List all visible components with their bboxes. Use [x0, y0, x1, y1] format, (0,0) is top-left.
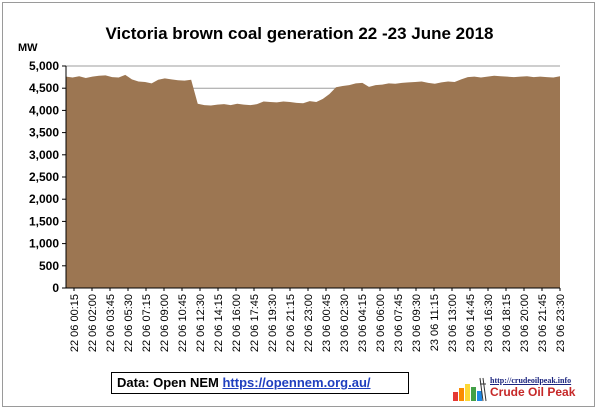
x-tick-label: 22 06 09:00: [159, 294, 171, 352]
y-tick-label: 1,000: [29, 237, 59, 251]
y-axis-unit-label: MW: [18, 42, 38, 54]
x-tick-label: 22 06 10:45: [177, 294, 189, 352]
x-tick-label: 22 06 05:30: [123, 294, 135, 352]
y-tick-label: 2,500: [29, 170, 59, 184]
x-tick-label: 22 06 03:45: [105, 294, 117, 352]
x-tick-label: 23 06 04:15: [357, 294, 369, 352]
x-tick-label: 23 06 07:45: [393, 294, 405, 352]
x-tick-label: 23 06 02:30: [339, 294, 351, 352]
chart-title: Victoria brown coal generation 22 -23 Ju…: [105, 24, 494, 43]
y-tick-label: 5,000: [29, 59, 59, 73]
y-tick-label: 2,000: [29, 192, 59, 206]
y-tick-label: 1,500: [29, 214, 59, 228]
x-tick-label: 22 06 23:00: [303, 294, 315, 352]
y-tick-label: 500: [39, 259, 59, 273]
data-source-note: Data: Open NEM https://opennem.org.au/: [111, 372, 409, 394]
x-tick-label: 23 06 21:45: [537, 294, 549, 352]
logo-url[interactable]: http://crudeoilpeak.info: [490, 376, 572, 385]
x-tick-label: 22 06 12:30: [195, 294, 207, 352]
x-tick-label: 23 06 23:30: [555, 294, 567, 352]
y-tick-label: 4,500: [29, 81, 59, 95]
x-tick-label: 23 06 11:15: [429, 294, 441, 351]
x-tick-label: 22 06 19:30: [267, 294, 279, 352]
crude-oil-peak-logo: http://crudeoilpeak.info Crude Oil Peak: [452, 376, 580, 402]
x-tick-label: 23 06 16:30: [483, 294, 495, 352]
y-tick-label: 4,000: [29, 103, 59, 117]
data-source-prefix: Data: Open NEM: [117, 375, 223, 390]
x-tick-label: 23 06 09:30: [411, 294, 423, 352]
x-tick-label: 22 06 07:15: [141, 294, 153, 352]
data-source-link[interactable]: https://opennem.org.au/: [222, 375, 371, 390]
x-tick-label: 22 06 16:00: [231, 294, 243, 352]
y-tick-label: 3,500: [29, 126, 59, 140]
logo-name: Crude Oil Peak: [490, 385, 576, 399]
x-tick-label: 22 06 21:15: [285, 294, 297, 352]
x-tick-label: 23 06 06:00: [375, 294, 387, 352]
x-tick-label: 23 06 13:00: [447, 294, 459, 352]
x-tick-label: 23 06 00:45: [321, 294, 333, 352]
x-tick-label: 23 06 18:15: [501, 294, 513, 352]
x-tick-label: 23 06 20:00: [519, 294, 531, 352]
oil-derrick-logo-icon: [453, 377, 487, 402]
y-tick-label: 0: [52, 281, 59, 295]
series-area: [66, 74, 560, 288]
x-tick-label: 22 06 14:15: [213, 294, 225, 352]
x-tick-label: 22 06 17:45: [249, 294, 261, 352]
x-tick-label: 23 06 14:45: [465, 294, 477, 352]
x-tick-label: 22 06 00:15: [69, 294, 81, 352]
y-tick-label: 3,000: [29, 148, 59, 162]
x-tick-label: 22 06 02:00: [87, 294, 99, 352]
